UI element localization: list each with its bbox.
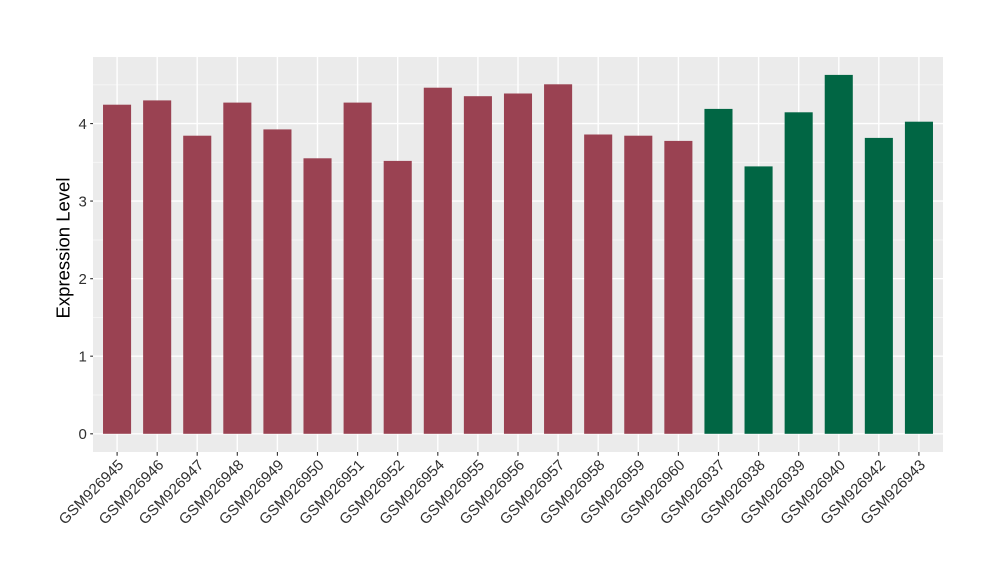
svg-text:1: 1 xyxy=(78,348,86,365)
svg-text:3: 3 xyxy=(78,193,86,210)
svg-text:Expression Level: Expression Level xyxy=(53,178,74,319)
svg-text:0: 0 xyxy=(78,426,86,443)
svg-text:2: 2 xyxy=(78,271,86,288)
svg-text:4: 4 xyxy=(78,116,86,133)
